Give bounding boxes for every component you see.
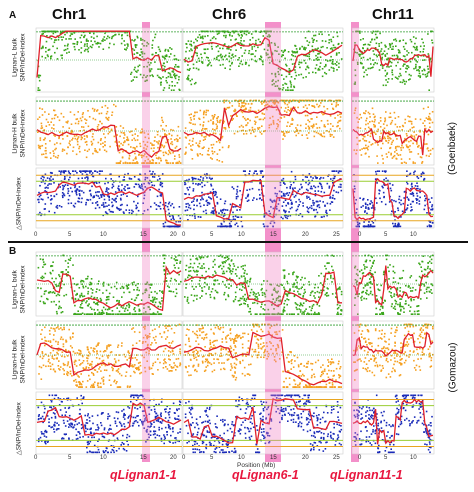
panel-a-chr1-h-points: [37, 103, 182, 164]
panel-a-chr6-l-trend-line: [183, 36, 343, 74]
tick-b-chr1-0: 0: [34, 455, 38, 461]
tick-a-chr6-15: 15: [270, 232, 277, 238]
ylab-b-delta: △SNP/InDel-index: [15, 402, 23, 456]
tick-a-chr1-5: 5: [68, 232, 72, 238]
tick-a-chr6-0: 0: [182, 232, 186, 238]
tick-b-chr11-5: 5: [384, 455, 388, 461]
chr1-title: Chr1: [52, 6, 87, 23]
panel-b-chr11-d-trend-line: [352, 398, 434, 445]
panel-b-chr6-l-trend-line: [183, 271, 342, 307]
tick-a-chr1-20: 20: [170, 232, 177, 238]
tick-b-chr1-20: 20: [170, 455, 177, 461]
panel-b-chr11-l-trend-line: [352, 265, 434, 307]
tick-a-chr6-25: 25: [333, 232, 340, 238]
tick-b-chr1-15: 15: [140, 455, 147, 461]
tick-b-chr6-5: 5: [210, 455, 214, 461]
tick-b-chr6-15: 15: [270, 455, 277, 461]
qtl-label-chr11: qLignan11-1: [330, 468, 403, 482]
panel-b-chr1-d-frame: [35, 391, 183, 455]
tick-b-chr6-10: 10: [238, 455, 245, 461]
tick-a-chr1-0: 0: [34, 232, 38, 238]
panel-b-chr1-l-points: [37, 254, 182, 315]
tick-a-chr1-15: 15: [140, 232, 147, 238]
tick-a-chr1-10: 10: [100, 232, 107, 238]
panel-a-chr11-l-trend-line: [352, 44, 434, 77]
qtl-label-chr1: qLignan1-1: [110, 468, 177, 482]
tick-b-chr1-10: 10: [100, 455, 107, 461]
panel-a-chr11-d-trend-line: [352, 177, 434, 221]
ylab-b-hbulk: Lignan-H bulk SNP/InDel-index: [11, 335, 27, 384]
panel-b-chr6-d-trend-line: [183, 397, 343, 445]
tick-b-chr11-0: 0: [358, 455, 362, 461]
chr11-title: Chr11: [372, 6, 414, 23]
panel-divider: [8, 241, 468, 243]
panel-a-chr11-h-points: [353, 106, 434, 164]
panel-b-chr1-d-trend-line: [36, 402, 182, 437]
panel-a-chr11-h-trend-line: [352, 127, 434, 156]
tick-b-chr6-25: 25: [333, 455, 340, 461]
ylab-b-lbulk: Lignan-L bulk SNP/InDel-index: [11, 265, 27, 314]
panel-a-chr11-l-points: [353, 30, 434, 91]
tick-a-chr11-10: 10: [410, 232, 417, 238]
group-label-goenbaek: (Goenbaek): [446, 122, 458, 175]
panel-a-chr1-d-trend-line: [36, 181, 181, 226]
panel-b-chr6-h-points: [184, 323, 342, 388]
panel-a-chr1-h-trend-line: [36, 124, 182, 158]
tick-b-chr6-0: 0: [182, 455, 186, 461]
tick-a-chr6-10: 10: [238, 232, 245, 238]
panel-b-chr11-h-trend-line: [352, 331, 434, 357]
chr6-title: Chr6: [212, 6, 247, 23]
panel-b-chr6-l-points: [184, 254, 343, 315]
panel-a-chr6-h-trend-line: [183, 105, 343, 142]
panel-a-chr6-h-points: [184, 99, 342, 163]
ylab-a-hbulk: Lignan-H bulk SNP/InDel-index: [11, 109, 27, 158]
tick-a-chr11-5: 5: [384, 232, 388, 238]
tick-a-chr6-20: 20: [302, 232, 309, 238]
qtl-label-chr6: qLignan6-1: [232, 468, 299, 482]
panel-a-chr6-d-points: [184, 170, 343, 228]
tick-a-chr6-5: 5: [210, 232, 214, 238]
group-label-gomazou: (Gomazou): [447, 342, 459, 393]
tick-b-chr1-5: 5: [68, 455, 72, 461]
panel-letter-b: B: [9, 246, 17, 257]
ylab-a-delta: △SNP/InDel-index: [15, 177, 23, 231]
panel-b-chr11-d-points: [353, 394, 433, 454]
panel-a-chr1-l-trend-line: [36, 30, 182, 78]
panel-b-chr1-h-trend-line: [36, 342, 182, 377]
panel-b-chr6-h-trend-line: [183, 331, 343, 386]
panel-b-chr1-l-trend-line: [36, 265, 182, 312]
x-axis-label: Position (Mb): [237, 462, 276, 469]
tick-b-chr6-20: 20: [302, 455, 309, 461]
panel-letter-a: A: [9, 10, 17, 21]
panel-a-chr6-d-trend-line: [183, 178, 343, 220]
tick-a-chr11-0: 0: [358, 232, 362, 238]
tick-b-chr11-10: 10: [410, 455, 417, 461]
ylab-a-lbulk: Lignan-L bulk SNP/InDel-index: [11, 33, 27, 82]
